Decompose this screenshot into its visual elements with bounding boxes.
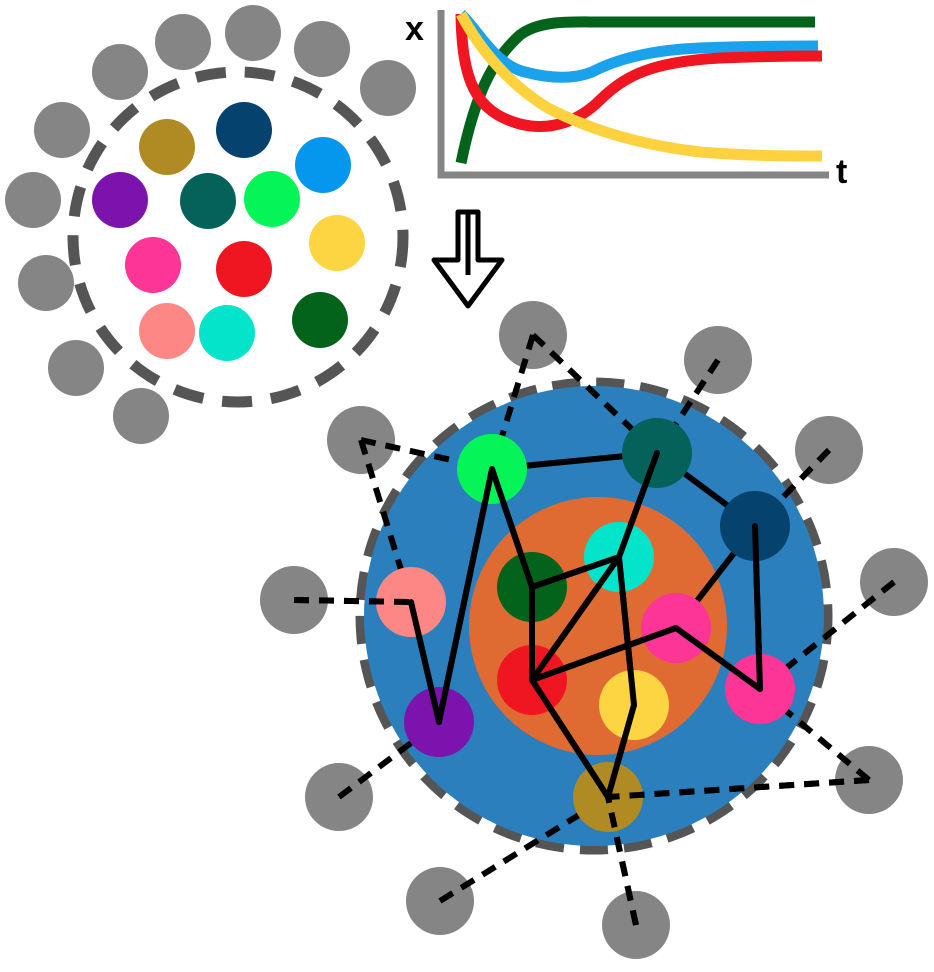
double-down-arrow-icon bbox=[431, 209, 505, 309]
dashed-edge bbox=[293, 597, 412, 605]
solid-edge bbox=[616, 450, 660, 560]
species-navy bbox=[216, 102, 272, 158]
gray-species bbox=[113, 388, 169, 444]
series-line-blue bbox=[457, 9, 819, 83]
dashed-edge bbox=[605, 796, 639, 926]
species-pink bbox=[125, 237, 181, 293]
gray-species bbox=[5, 172, 61, 228]
edge-overlay bbox=[408, 450, 763, 800]
series-line-red bbox=[455, 13, 823, 132]
dynamics-plot: x t bbox=[405, 9, 847, 191]
solid-edge bbox=[489, 466, 535, 590]
species-azure bbox=[295, 137, 351, 193]
dashed-edge bbox=[758, 579, 896, 692]
species-cyan bbox=[199, 305, 255, 361]
species-teal bbox=[180, 173, 236, 229]
species-purple bbox=[92, 172, 148, 228]
gray-species bbox=[34, 102, 90, 158]
species-lime bbox=[244, 171, 300, 227]
solid-edge bbox=[436, 466, 495, 725]
gray-species bbox=[294, 21, 350, 77]
solid-edge bbox=[529, 554, 622, 590]
plot-axes bbox=[437, 10, 829, 179]
solid-edge bbox=[673, 625, 763, 692]
species-gold bbox=[309, 215, 365, 271]
community-boundary-ring bbox=[355, 377, 833, 855]
dashed-edge bbox=[654, 358, 721, 455]
pool-boundary-ring bbox=[67, 66, 409, 408]
edge-overlay-dashed bbox=[293, 597, 870, 926]
gray-species bbox=[225, 5, 281, 61]
solid-edge bbox=[529, 625, 679, 683]
solid-edge bbox=[605, 702, 637, 800]
colored-species bbox=[92, 102, 365, 361]
solid-edge bbox=[616, 554, 637, 708]
gray-species bbox=[18, 255, 74, 311]
solid-edge bbox=[529, 677, 611, 800]
species-olive bbox=[139, 119, 195, 175]
assembled-community bbox=[260, 301, 928, 959]
gray-species bbox=[360, 60, 416, 116]
gray-species bbox=[48, 340, 104, 396]
dashed-edge bbox=[607, 777, 870, 800]
dashed-edge bbox=[530, 332, 660, 456]
x-axis-label: t bbox=[836, 153, 847, 191]
gray-species bbox=[155, 14, 211, 70]
species-pool bbox=[5, 5, 416, 444]
series-line-yellow bbox=[456, 11, 823, 162]
dashed-edge bbox=[358, 439, 414, 603]
y-axis-label: x bbox=[405, 10, 424, 48]
species-salmon bbox=[139, 303, 195, 359]
species-red bbox=[216, 241, 272, 297]
solid-edge bbox=[752, 523, 763, 692]
outer-gray-species bbox=[5, 5, 416, 444]
gray-species bbox=[92, 44, 148, 100]
species-green bbox=[292, 292, 348, 348]
solid-edge bbox=[408, 599, 442, 725]
solid-edge bbox=[529, 554, 622, 683]
series-line-green bbox=[455, 16, 815, 165]
